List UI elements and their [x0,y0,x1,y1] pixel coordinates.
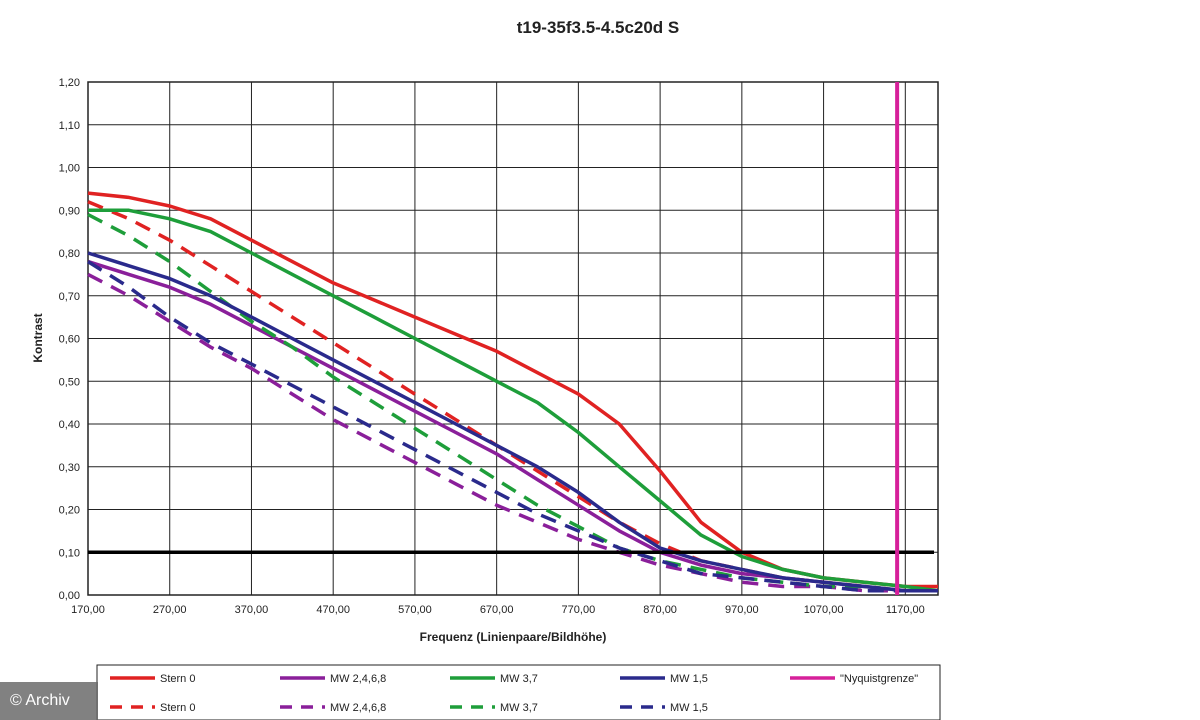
watermark-text: © Archiv [10,692,70,709]
reference-lines [88,82,934,595]
y-tick-label: 0,90 [59,205,80,217]
series-line-4-dashed [87,272,938,593]
legend-label: MW 1,5 [670,673,708,685]
legend-label: MW 2,4,6,8 [330,702,386,714]
y-axis: 0,00 0,10 0,20 0,30 0,40 0,50 0,60 0,70 0,80 0,90… [59,77,80,602]
grid [87,81,938,596]
x-tick-label: 370,00 [235,604,269,616]
x-tick-label: 570,00 [398,604,432,616]
series-line-8-dashed [87,260,938,593]
x-axis: 170,00 270,00 370,00 470,00 570,00 670,00 770,… [71,604,925,616]
y-tick-label: 0,50 [59,376,80,388]
series-group [87,191,939,593]
x-tick-label: 470,00 [316,604,350,616]
legend-box [96,664,941,720]
legend-label: MW 3,7 [500,702,538,714]
chart-title: t19-35f3.5-4.5c20d S [517,18,680,37]
watermark-backdrop [0,682,98,720]
x-tick-label: 870,00 [643,604,677,616]
x-tick-label: 1170,00 [886,604,925,616]
y-tick-label: 1,00 [59,163,80,175]
legend-label: MW 3,7 [500,673,538,685]
x-tick-label: 1070,00 [804,604,844,616]
y-tick-label: 1,10 [59,120,80,132]
legend-label: Stern 0 [160,673,195,685]
y-tick-label: 0,40 [59,419,80,431]
legend-label: MW 2,4,6,8 [330,673,386,685]
x-tick-label: 970,00 [725,604,759,616]
legend-label: MW 1,5 [670,702,708,714]
y-tick-label: 0,10 [59,547,80,559]
legend-label: Stern 0 [160,702,195,714]
y-tick-label: 1,20 [59,77,80,89]
y-tick-label: 0,80 [59,248,80,260]
y-tick-label: 0,30 [59,462,80,474]
y-tick-label: 0,00 [59,590,80,602]
x-tick-label: 670,00 [480,604,514,616]
y-tick-label: 0,20 [59,505,80,517]
x-tick-label: 770,00 [562,604,596,616]
x-tick-label: 270,00 [153,604,187,616]
series-line-5-solid [88,208,939,593]
series-line-7-solid [87,251,938,593]
x-tick-label: 170,00 [71,604,105,616]
y-tick-label: 0,60 [59,334,80,346]
y-axis-label: Kontrast [31,313,45,362]
x-axis-label: Frequenz (Linienpaare/Bildhöhe) [420,630,607,644]
legend-label: "Nyquistgrenze" [840,673,918,685]
y-tick-label: 0,70 [59,291,80,303]
legend: Stern 0 MW 2,4,6,8 MW 3,7 MW 1,5 "Nyquistgre… [110,673,918,714]
